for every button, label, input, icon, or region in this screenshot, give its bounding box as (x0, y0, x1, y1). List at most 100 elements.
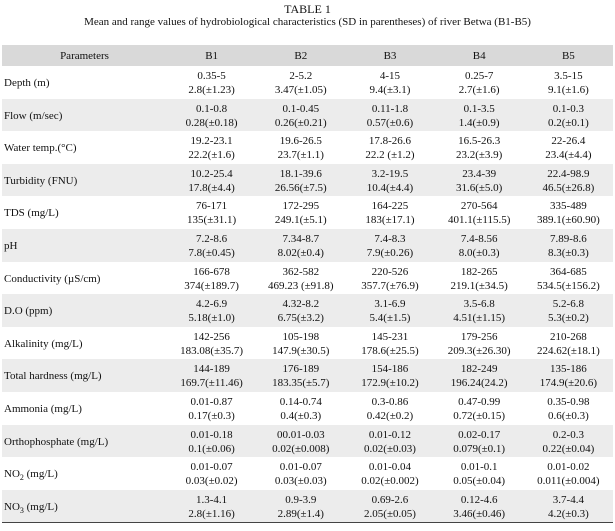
value-cell-b1: 0.01-0.87 0.17(±0.3) (167, 392, 256, 425)
range-value: 19.2-23.1 (190, 135, 233, 148)
range-value: 16.5-26.3 (458, 135, 501, 148)
range-value: 0.1-0.3 (552, 102, 584, 115)
parameter-label: NO (4, 468, 20, 481)
value-cell-b3: 17.8-26.6 22.2 (±1.2) (345, 131, 434, 164)
value-cell-b5: 3.7-4.4 4.2(±0.3) (523, 489, 613, 523)
mean-sd-value: 7.8(±0.45) (188, 246, 235, 259)
range-value: 0.01-0.18 (190, 428, 233, 441)
value-cell-b2: 0.01-0.07 0.03(±0.03) (256, 457, 345, 490)
value-cell-b3: 3.2-19.5 10.4(±4.4) (345, 164, 434, 197)
range-value: 144-189 (193, 363, 230, 376)
mean-sd-value: 23.7(±1.1) (277, 149, 324, 162)
mean-sd-value: 9.4(±3.1) (369, 84, 411, 96)
range-value: 0.1-3.5 (463, 102, 495, 115)
parameter-label: TDS (mg/L) (4, 207, 59, 220)
mean-sd-value: 2.8(±1.16) (188, 507, 235, 520)
range-value: 0.1-0.45 (282, 102, 320, 115)
range-value: 3.7-4.4 (552, 493, 584, 506)
value-cell-b4: 0.12-4.6 3.46(±0.46) (434, 489, 524, 523)
value-cell-b2: 172-295 249.1(±5.1) (256, 196, 345, 229)
range-value: 17.8-26.6 (368, 135, 412, 148)
mean-sd-value: 0.03(±0.02) (185, 475, 238, 488)
table-caption: TABLE 1 Mean and range values of hydrobi… (0, 0, 615, 29)
range-value: 164-225 (371, 200, 409, 213)
range-value: 7.4-8.56 (460, 232, 498, 245)
table-row: Ammonia (mg/L) 0.01-0.87 0.17(±0.3) 0.14-0.… (2, 391, 613, 425)
parameter-name: TDS (mg/L) (2, 196, 167, 229)
range-value: 0.01-0.12 (368, 428, 412, 441)
mean-sd-value: 174.9(±20.6) (539, 377, 598, 390)
mean-sd-value: 224.62(±18.1) (536, 344, 600, 357)
table-row: D.O (ppm) 4.2-6.9 5.18(±1.0) 4.32-8.2 6.75(±… (2, 294, 613, 327)
range-value: 0.3-0.86 (371, 395, 409, 408)
range-value: 182-249 (460, 363, 498, 376)
parameter-name: D.O (ppm) (2, 294, 167, 327)
value-cell-b5: 5.2-6.8 5.3(±0.2) (524, 294, 613, 327)
value-cell-b5: 0.2-0.3 0.22(±0.04) (524, 425, 613, 458)
value-cell-b1: 4.2-6.9 5.18(±1.0) (167, 294, 256, 327)
value-cell-b5: 22-26.4 23.4(±4.4) (524, 131, 613, 164)
parameter-unit: (mg/L) (23, 500, 58, 513)
mean-sd-value: 9.1(±1.6) (547, 84, 589, 96)
range-value: 0.2-0.3 (552, 428, 584, 441)
parameter-label: Alkalinity (mg/L) (4, 337, 83, 350)
table-row: Conductivity (µS/cm) 166-678 374(±189.7) 36… (2, 261, 613, 295)
mean-sd-value: 5.18(±1.0) (188, 312, 235, 325)
range-value: 364-685 (550, 265, 587, 278)
mean-sd-value: 6.75(±3.2) (277, 312, 324, 325)
value-cell-b1: 144-189 169.7(±11.46) (167, 359, 256, 392)
range-value: 00.01-0.03 (276, 428, 325, 441)
mean-sd-value: 0.28(±0.18) (185, 116, 238, 129)
mean-sd-value: 183(±17.1) (365, 214, 415, 227)
range-value: 105-198 (282, 330, 320, 343)
mean-sd-value: 0.4(±0.3) (280, 409, 322, 422)
value-cell-b2: 0.14-0.74 0.4(±0.3) (256, 392, 345, 425)
parameter-label: Water temp.(°C) (4, 142, 77, 155)
mean-sd-value: 172.9(±10.2) (361, 377, 419, 390)
range-value: 210-268 (550, 330, 587, 343)
header-b2: B2 (294, 49, 308, 62)
mean-sd-value: 169.7(±11.46) (180, 377, 243, 390)
range-value: 0.69-2.6 (371, 493, 409, 506)
range-value: 1.3-4.1 (196, 493, 228, 506)
range-value: 2-5.2 (289, 70, 313, 82)
mean-sd-value: 23.4(±4.4) (545, 149, 592, 162)
header-b4: B4 (472, 49, 486, 62)
value-cell-b1: 7.2-8.6 7.8(±0.45) (167, 229, 256, 262)
mean-sd-value: 183.08(±35.7) (180, 344, 244, 357)
parameter-label: Conductivity (µS/cm) (4, 272, 101, 285)
value-cell-b4: 270-564 401.1(±115.5) (435, 196, 524, 229)
table-row: TDS (mg/L) 76-171 135(±31.1) 172-295 249.1(±… (2, 196, 613, 229)
mean-sd-value: 1.4(±0.9) (458, 116, 500, 129)
table-row: Turbidity (FNU) 10.2-25.4 17.8(±4.4) 18.1-3… (2, 163, 613, 197)
mean-sd-value: 389.1(±60.90) (536, 214, 600, 227)
range-value: 0.35-0.98 (547, 395, 590, 408)
mean-sd-value: 196.24(24.2) (450, 377, 508, 390)
range-value: 142-256 (193, 330, 230, 343)
parameter-name: Total hardness (mg/L) (2, 359, 167, 392)
mean-sd-value: 7.9(±0.26) (366, 246, 414, 259)
range-value: 0.01-0.1 (460, 461, 498, 474)
parameter-label: Depth (m) (4, 77, 50, 89)
value-cell-b5: 0.01-0.02 0.011(±0.004) (524, 457, 613, 490)
parameter-label: Ammonia (mg/L) (4, 402, 82, 415)
mean-sd-value: 2.7(±1.6) (458, 84, 500, 96)
mean-sd-value: 2.89(±1.4) (277, 507, 324, 520)
value-cell-b1: 0.35-5 2.8(±1.23) (167, 66, 256, 99)
parameter-name: Alkalinity (mg/L) (2, 327, 167, 360)
mean-sd-value: 5.4(±1.5) (369, 312, 411, 325)
mean-sd-value: 0.02(±0.03) (364, 442, 416, 455)
range-value: 172-295 (282, 200, 320, 213)
value-cell-b1: 10.2-25.4 17.8(±4.4) (167, 164, 256, 197)
mean-sd-value: 8.3(±0.3) (547, 246, 589, 259)
value-cell-b4: 0.01-0.1 0.05(±0.04) (435, 457, 524, 490)
value-cell-b5: 335-489 389.1(±60.90) (524, 196, 613, 229)
mean-sd-value: 4.51(±1.15) (453, 312, 506, 325)
value-cell-b5: 135-186 174.9(±20.6) (524, 359, 613, 392)
mean-sd-value: 0.2(±0.1) (547, 116, 589, 129)
mean-sd-value: 0.079(±0.1) (453, 442, 506, 455)
range-value: 3.5-15 (554, 70, 583, 82)
parameter-name: Water temp.(°C) (2, 131, 167, 164)
mean-sd-value: 10.4(±4.4) (366, 181, 414, 194)
header-parameters: Parameters (60, 49, 109, 62)
